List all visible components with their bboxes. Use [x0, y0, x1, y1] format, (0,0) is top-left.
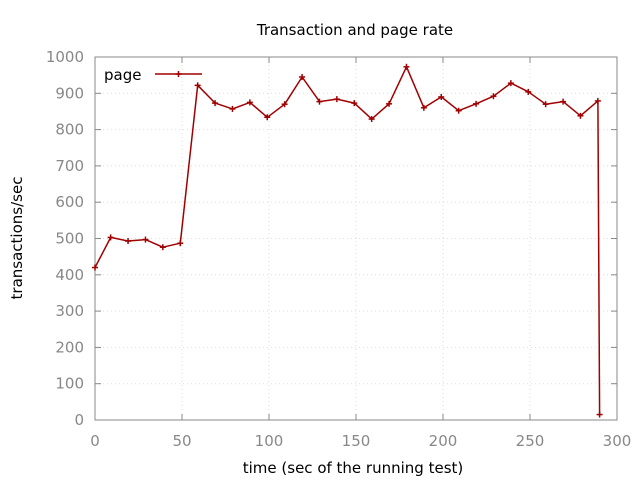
x-tick-label: 50 [172, 432, 191, 450]
legend-label-page: page [104, 66, 141, 84]
x-axis: 0 50 100 150 200 250 300 [90, 57, 631, 450]
legend-marker-page [175, 71, 182, 77]
y-tick-label: 1000 [46, 48, 84, 66]
chart-title: Transaction and page rate [256, 21, 453, 39]
data-point [525, 88, 532, 95]
y-tick-label: 500 [55, 230, 84, 248]
data-point [299, 73, 306, 80]
data-point [281, 101, 288, 108]
y-tick-label: 900 [55, 84, 84, 102]
series-line-page [94, 66, 601, 415]
data-point [333, 96, 340, 103]
y-tick-label: 400 [55, 266, 84, 284]
data-point [351, 100, 358, 107]
data-point [125, 238, 132, 245]
data-point [507, 80, 514, 87]
data-point [229, 105, 236, 112]
x-tick-label: 100 [255, 432, 284, 450]
data-point [594, 97, 601, 104]
data-point [212, 100, 219, 107]
data-point [107, 234, 114, 241]
x-tick-label: 200 [429, 432, 458, 450]
data-point [473, 100, 480, 107]
data-point [420, 104, 427, 111]
data-point [386, 100, 393, 107]
legend: page [104, 66, 202, 84]
x-tick-label: 300 [603, 432, 632, 450]
data-point [159, 244, 166, 251]
data-point [560, 98, 567, 105]
data-point [368, 116, 375, 123]
data-point [142, 236, 149, 243]
y-axis-title: transactions/sec [8, 177, 26, 300]
data-point [246, 99, 253, 106]
y-tick-label: 300 [55, 302, 84, 320]
data-point [92, 264, 98, 271]
y-tick-label: 0 [74, 411, 84, 429]
data-point [577, 112, 584, 119]
y-tick-label: 100 [55, 375, 84, 393]
x-axis-title: time (sec of the running test) [243, 459, 464, 477]
y-tick-label: 700 [55, 157, 84, 175]
data-point [455, 107, 462, 114]
x-tick-label: 250 [516, 432, 545, 450]
y-tick-label: 800 [55, 121, 84, 139]
data-point [403, 63, 410, 70]
y-axis: 0 100 200 300 400 500 600 700 800 900 1000 [46, 48, 617, 429]
y-tick-label: 600 [55, 193, 84, 211]
data-point [490, 93, 497, 100]
data-point [264, 114, 271, 121]
data-point [542, 101, 549, 108]
x-tick-label: 150 [342, 432, 371, 450]
data-point [438, 93, 445, 100]
grid-lines [95, 57, 617, 420]
x-tick-label: 0 [90, 432, 100, 450]
data-point [194, 82, 201, 89]
data-point [596, 411, 603, 418]
y-tick-label: 200 [55, 338, 84, 356]
data-point [177, 240, 184, 247]
data-point [316, 98, 323, 105]
series-layer [92, 63, 603, 418]
